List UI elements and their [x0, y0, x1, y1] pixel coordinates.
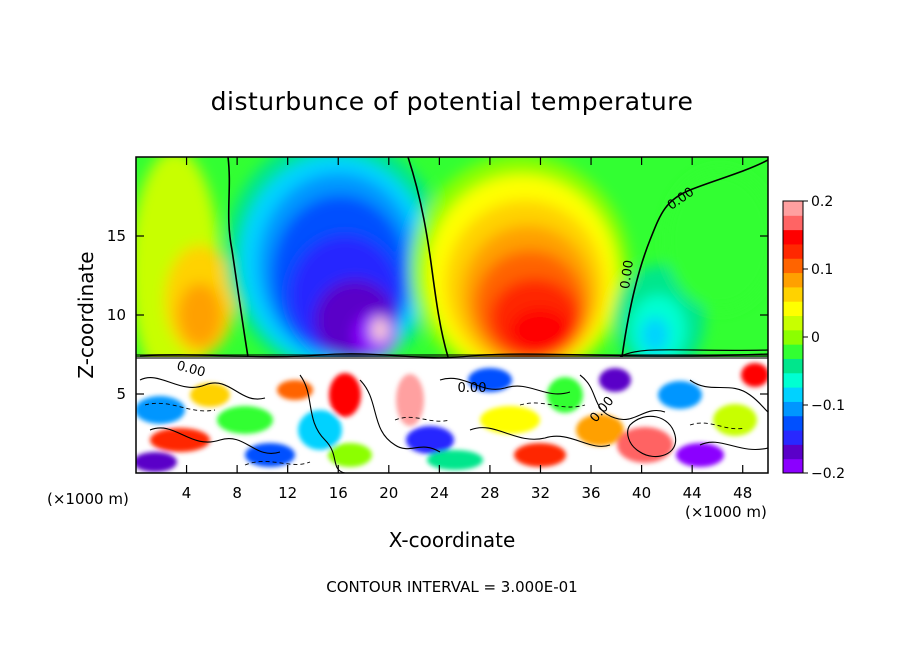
colorbar-swatch [783, 272, 803, 288]
colorbar-swatch [783, 430, 803, 445]
x-unit-note-right: (×1000 m) [685, 503, 767, 521]
y-axis-label: Z-coordinate [74, 251, 98, 378]
colorbar-swatch [783, 344, 803, 359]
colorbar-swatch [783, 229, 803, 245]
y-axis: 5 10 15 [107, 227, 768, 403]
lower-field [136, 357, 768, 473]
colorbar-swatch [783, 201, 803, 216]
colorbar-tick-label: 0.1 [811, 262, 833, 278]
x-unit-note-left: (×1000 m) [47, 490, 129, 508]
colorbar-swatch [783, 358, 803, 374]
x-tick-label: 28 [480, 484, 499, 502]
x-tick-label: 40 [632, 484, 651, 502]
colorbar-swatch [783, 401, 803, 417]
colorbar-swatch [783, 372, 803, 388]
x-tick-label: 32 [531, 484, 550, 502]
x-tick-label: 20 [379, 484, 398, 502]
x-tick-label: 48 [733, 484, 752, 502]
colorbar-tick-label: −0.2 [811, 466, 845, 482]
colorbar-ticks: 0.2 0.1 0 −0.1 −0.2 [803, 194, 845, 482]
colorbar-swatch [783, 329, 803, 345]
x-tick-label: 44 [683, 484, 702, 502]
colorbar-swatch [783, 387, 803, 402]
colorbar-swatch [783, 458, 803, 474]
upper-field [136, 157, 768, 357]
x-tick-label: 36 [581, 484, 600, 502]
colorbar-tick-label: 0 [811, 330, 820, 346]
y-tick-label: 5 [116, 385, 126, 403]
x-axis: 4 8 12 16 20 24 28 32 36 40 44 48 [182, 157, 752, 502]
contour-label: 0.00 [618, 259, 637, 290]
x-tick-label: 8 [232, 484, 242, 502]
colorbar [782, 200, 804, 474]
colorbar-swatch [783, 444, 803, 460]
chart-title: disturbunce of potential temperature [211, 87, 694, 116]
colorbar-swatch [783, 301, 803, 317]
y-tick-label: 15 [107, 227, 126, 245]
x-tick-label: 24 [430, 484, 449, 502]
x-axis-label: X-coordinate [389, 528, 516, 552]
contour-interval-note: CONTOUR INTERVAL = 3.000E-01 [326, 578, 577, 596]
colorbar-swatch [783, 415, 803, 431]
y-tick-label: 10 [107, 306, 126, 324]
colorbar-tick-label: −0.1 [811, 398, 845, 414]
colorbar-swatch [783, 315, 803, 331]
colorbar-tick-label: 0.2 [811, 194, 833, 210]
colorbar-swatch [783, 286, 803, 302]
plot-area: 0.00 0.00 0.00 0.00 0.00 [136, 157, 768, 473]
x-tick-label: 4 [182, 484, 192, 502]
contour-label: 0.00 [458, 381, 487, 396]
colorbar-swatch [783, 258, 803, 274]
x-tick-label: 12 [278, 484, 297, 502]
colorbar-swatch [783, 243, 803, 259]
colorbar-swatch [783, 215, 803, 231]
interface-band [136, 354, 768, 359]
contour-label: 0.00 [175, 359, 207, 381]
x-tick-label: 16 [329, 484, 348, 502]
